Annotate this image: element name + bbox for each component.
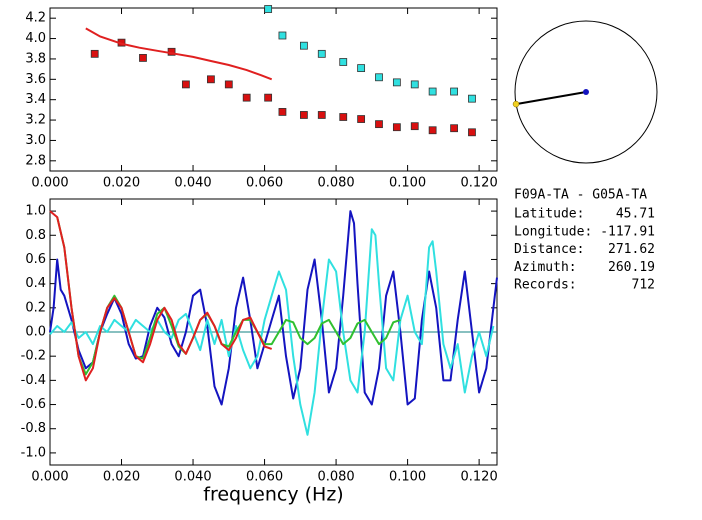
y-tick-label: -0.6	[21, 397, 46, 412]
data-point	[357, 115, 366, 123]
data-point	[468, 128, 476, 137]
data-point	[264, 93, 273, 102]
field-value: 712	[632, 278, 655, 293]
x-tick-label: 0.100	[389, 470, 426, 485]
event-dot	[512, 100, 520, 108]
data-point	[207, 75, 215, 84]
y-tick-label: 4.2	[25, 11, 46, 26]
data-point	[181, 80, 190, 89]
x-tick-label: 0.000	[31, 470, 68, 485]
field-value: 260.19	[608, 260, 655, 275]
data-point	[278, 31, 287, 40]
field-label: Azimuth:	[514, 260, 577, 275]
spectrum-curve	[49, 210, 273, 382]
data-point	[357, 64, 366, 73]
data-point	[339, 58, 348, 66]
x-tick-label: 0.020	[103, 176, 140, 191]
data-point	[317, 111, 326, 119]
dispersion-curve	[85, 27, 273, 81]
field-value: -117.91	[600, 224, 655, 239]
spectrum-curve	[56, 216, 401, 376]
spectrum-curve	[49, 210, 498, 406]
x-tick-label: 0.040	[174, 176, 211, 191]
y-tick-label: 0.8	[25, 228, 46, 243]
field-label: Records:	[514, 278, 577, 293]
field-label: Longitude:	[514, 224, 592, 239]
y-tick-label: -0.4	[21, 373, 46, 388]
y-tick-label: -0.8	[21, 421, 46, 436]
y-tick-label: 3.4	[25, 92, 46, 107]
y-tick-label: 3.0	[25, 133, 46, 148]
y-tick-label: 3.6	[25, 72, 46, 87]
x-tick-label: 0.100	[389, 176, 426, 191]
field-value: 271.62	[608, 242, 655, 257]
y-tick-label: -0.2	[21, 349, 46, 364]
y-tick-label: -1.0	[21, 445, 46, 460]
field-value: 45.71	[616, 207, 655, 222]
y-tick-label: 0.2	[25, 300, 46, 315]
field-label: Latitude:	[514, 207, 584, 222]
x-tick-label: 0.060	[246, 470, 283, 485]
data-point	[90, 49, 99, 58]
y-tick-label: 3.8	[25, 51, 46, 66]
data-point	[428, 87, 437, 96]
plot-frame	[49, 7, 498, 172]
data-point	[299, 111, 308, 119]
y-tick-label: 0.6	[25, 252, 46, 267]
spectrum-curve	[49, 228, 495, 436]
y-tick-label: 0.0	[25, 325, 46, 340]
x-tick-label: 0.120	[461, 176, 498, 191]
data-point	[450, 87, 458, 96]
data-point	[410, 122, 419, 131]
azimuth-line	[515, 91, 587, 106]
x-tick-label: 0.120	[461, 470, 498, 485]
data-point	[139, 54, 147, 62]
data-point	[392, 123, 401, 132]
x-tick-label: 0.080	[317, 470, 354, 485]
station-pair: F09A-TA - G05A-TA	[514, 188, 647, 203]
y-tick-label: 4.0	[25, 31, 46, 46]
x-tick-label: 0.000	[31, 176, 68, 191]
data-point	[299, 41, 308, 50]
data-point	[317, 49, 326, 58]
data-point	[264, 5, 273, 13]
station-dot	[583, 89, 589, 95]
data-point	[468, 94, 476, 103]
y-tick-label: 2.8	[25, 153, 46, 168]
data-point	[375, 120, 383, 129]
x-axis-label: frequency (Hz)	[203, 484, 343, 506]
data-point	[410, 80, 419, 89]
data-point	[278, 108, 287, 116]
data-point	[375, 73, 383, 82]
x-tick-label: 0.040	[174, 470, 211, 485]
azimuth-circle	[514, 20, 658, 164]
data-point	[450, 124, 458, 133]
y-tick-label: 1.0	[25, 204, 46, 219]
data-point	[339, 113, 348, 121]
y-tick-label: 3.2	[25, 113, 46, 128]
y-tick-label: 0.4	[25, 276, 46, 291]
field-label: Distance:	[514, 242, 584, 257]
x-tick-label: 0.080	[317, 176, 354, 191]
data-point	[428, 126, 437, 135]
data-point	[224, 80, 233, 89]
data-point	[242, 93, 251, 102]
x-tick-label: 0.060	[246, 176, 283, 191]
x-tick-label: 0.020	[103, 470, 140, 485]
data-point	[392, 78, 401, 87]
